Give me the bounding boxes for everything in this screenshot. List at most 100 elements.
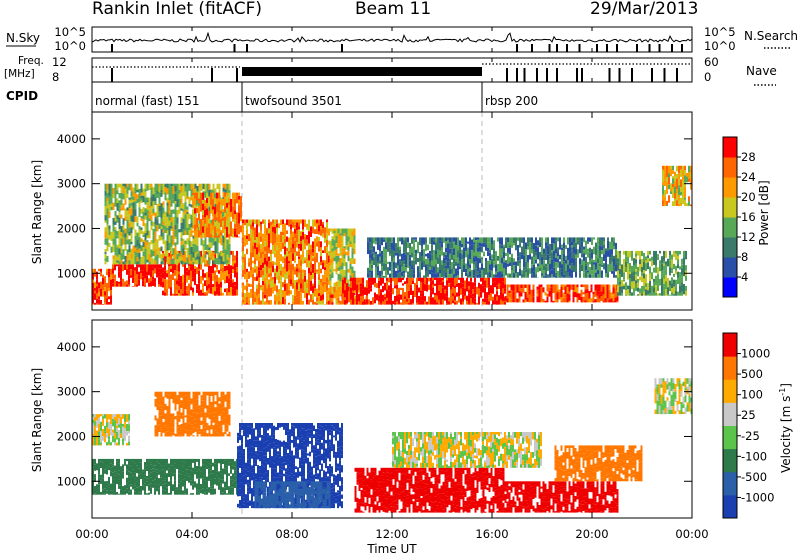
power-cell xyxy=(224,206,226,213)
power-cell xyxy=(512,299,515,303)
power-cell xyxy=(484,298,486,303)
power-cell xyxy=(553,267,555,271)
power-cell xyxy=(214,280,216,287)
power-cell xyxy=(460,277,462,283)
power-cell xyxy=(326,253,328,260)
power-cell xyxy=(214,226,216,230)
power-cell xyxy=(483,253,485,257)
power-cell xyxy=(605,273,607,278)
velocity-cell xyxy=(96,463,98,471)
power-cell xyxy=(600,284,603,288)
power-cell xyxy=(178,183,181,190)
velocity-cell xyxy=(100,444,102,446)
power-cell xyxy=(202,235,205,238)
power-cell xyxy=(292,297,294,302)
velocity-cell xyxy=(184,470,186,476)
power-cell xyxy=(300,266,302,270)
power-cell xyxy=(226,183,229,187)
power-cell xyxy=(274,240,276,244)
power-cell xyxy=(623,250,625,255)
velocity-cell xyxy=(122,486,124,491)
power-cell xyxy=(278,223,280,229)
power-cell xyxy=(190,263,192,267)
power-cell xyxy=(248,219,250,227)
power-cell xyxy=(138,279,140,286)
power-cell xyxy=(583,253,585,262)
power-cell xyxy=(208,223,210,231)
power-cell xyxy=(150,281,152,287)
power-cell xyxy=(617,292,619,296)
power-cell xyxy=(373,254,375,257)
power-cell xyxy=(214,234,216,238)
power-cell xyxy=(310,286,312,291)
power-cell xyxy=(162,221,165,225)
power-cell xyxy=(272,250,274,254)
power-cell xyxy=(134,216,137,222)
power-cell xyxy=(665,261,667,265)
power-cell xyxy=(148,183,151,190)
power-cell xyxy=(134,255,137,262)
power-cell xyxy=(523,247,525,256)
power-cell xyxy=(118,264,120,267)
power-cell xyxy=(298,304,300,305)
power-cell xyxy=(621,264,623,270)
power-cell xyxy=(194,265,196,269)
power-cell xyxy=(304,290,306,294)
velocity-cell xyxy=(138,468,140,475)
power-cell xyxy=(408,291,410,299)
power-cell xyxy=(204,232,206,238)
power-cell xyxy=(343,233,346,237)
power-cell xyxy=(674,186,676,193)
power-cell xyxy=(140,198,143,201)
power-cell xyxy=(679,278,681,286)
power-cell xyxy=(349,244,352,248)
power-cell xyxy=(572,287,575,290)
velocity-cell xyxy=(182,471,184,480)
power-cell xyxy=(399,246,401,250)
velocity-cell xyxy=(178,435,181,437)
velocity-cell xyxy=(118,485,120,489)
power-cell xyxy=(256,219,258,225)
power-cell xyxy=(353,243,356,249)
power-cell xyxy=(386,280,388,287)
power-cell xyxy=(350,302,352,305)
power-cell xyxy=(598,291,601,295)
power-cell xyxy=(114,190,117,197)
power-cell xyxy=(188,196,191,204)
power-cell xyxy=(410,285,412,288)
power-cell xyxy=(300,243,302,251)
power-cell xyxy=(236,227,238,235)
power-cell xyxy=(485,268,487,275)
power-cell xyxy=(435,259,437,265)
power-cell xyxy=(318,301,320,305)
power-cell xyxy=(138,248,141,253)
power-cell xyxy=(276,245,278,251)
velocity-cell xyxy=(188,395,191,401)
power-cell xyxy=(272,223,274,227)
power-cell xyxy=(262,267,264,271)
power-cell xyxy=(592,291,595,295)
velocity-cell xyxy=(122,431,124,439)
power-cell xyxy=(124,228,127,234)
power-cell xyxy=(256,242,258,248)
power-cell xyxy=(186,196,189,200)
power-cell xyxy=(436,295,438,303)
power-cell xyxy=(306,293,308,300)
power-cell xyxy=(274,273,276,277)
velocity-cell xyxy=(120,478,122,486)
power-cell xyxy=(316,255,318,263)
power-cell xyxy=(130,205,133,209)
power-cell xyxy=(304,243,306,250)
power-cell xyxy=(240,217,242,222)
power-cell xyxy=(268,290,270,297)
power-cell xyxy=(641,250,643,257)
power-cell xyxy=(385,263,387,270)
power-cell xyxy=(234,263,236,267)
power-cell xyxy=(252,251,254,258)
power-cell xyxy=(118,281,120,284)
power-cell xyxy=(469,259,471,265)
power-cell xyxy=(504,277,506,285)
power-cell xyxy=(514,295,517,303)
power-cell xyxy=(571,273,573,278)
power-cell xyxy=(130,242,133,245)
